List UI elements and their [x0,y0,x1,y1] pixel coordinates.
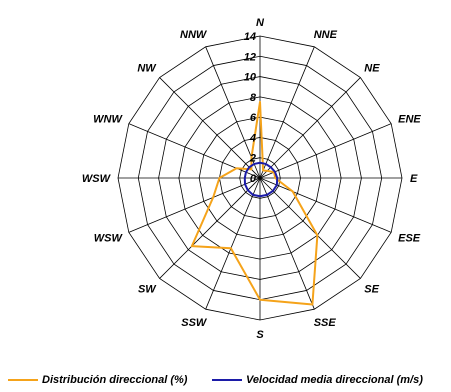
legend-swatch-distribucion [8,379,38,381]
series-line-0 [190,100,319,306]
legend-item-distribucion: Distribución direccional (%) [8,374,187,386]
direction-label-4: E [410,173,418,185]
wind-rose-chart: 0 2 4 6 8 10 12 14N NNE NE ENE E ESE SE SSE S SSW SW WSW WS… [82,17,422,341]
grid-spoke-1 [259,46,315,179]
radial-tick-label: 14 [244,31,256,43]
direction-label-7: SSE [314,317,337,329]
grid-spoke-2 [259,77,361,179]
direction-label-2: NE [364,63,380,75]
legend-item-velocidad: Velocidad media direccional (m/s) [212,374,423,386]
direction-label-5: ESE [398,233,421,245]
grid-spoke-14 [159,77,261,179]
grid-spoke-11 [128,177,261,233]
direction-label-1: NNE [314,29,338,41]
grid-spoke-10 [159,177,261,279]
grid-spoke-3 [259,123,392,179]
radial-tick-label: 10 [244,72,257,84]
radial-tick-label: 2 [249,153,256,165]
grid-spoke-7 [259,177,315,310]
radar-grid [117,35,403,321]
grid-spoke-13 [128,123,261,179]
series-line-1 [243,161,279,198]
grid-spoke-6 [259,177,361,279]
legend-label-velocidad: Velocidad media direccional (m/s) [246,374,423,386]
direction-label-8: S [256,329,264,341]
direction-label-0: N [256,17,265,29]
radial-tick-label: 12 [244,51,256,63]
radial-tick-label: 0 [250,173,257,185]
direction-label-11: WSW [94,233,124,245]
radial-tick-label: 4 [249,132,256,144]
direction-label-13: WNW [93,113,123,125]
direction-label-6: SE [364,283,379,295]
direction-label-3: ENE [398,113,421,125]
radial-tick-label: 8 [250,92,257,104]
direction-label-15: NNW [180,29,208,41]
legend: Distribución direccional (%) Velocidad m… [0,374,451,390]
grid-spoke-5 [259,177,392,233]
legend-swatch-velocidad [212,379,242,381]
direction-label-14: NW [137,63,157,75]
grid-spoke-9 [205,177,261,310]
radar-labels: 0 2 4 6 8 10 12 14N NNE NE ENE E ESE SE SSE S SSW SW WSW WS… [82,17,422,341]
radar-series [190,100,319,306]
legend-label-distribucion: Distribución direccional (%) [42,374,188,386]
direction-label-12: WSW [82,173,112,185]
direction-label-9: SSW [181,317,208,329]
direction-label-10: SW [138,283,157,295]
radial-tick-label: 6 [250,112,257,124]
